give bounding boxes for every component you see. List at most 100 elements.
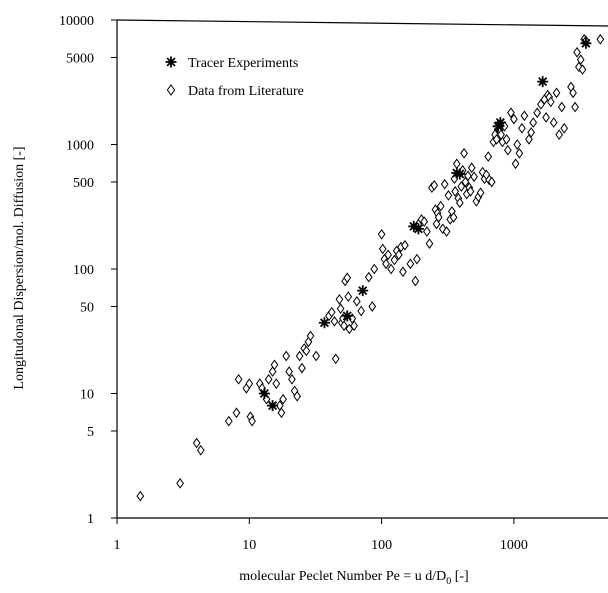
diamond-point bbox=[502, 133, 511, 145]
diamond-point bbox=[546, 96, 555, 108]
diamond-point bbox=[377, 228, 386, 240]
diamond-point bbox=[176, 477, 184, 489]
asterisk-point bbox=[357, 285, 369, 297]
diamond-point bbox=[542, 112, 550, 123]
diamond-point bbox=[327, 306, 336, 318]
asterisk-point bbox=[258, 388, 270, 399]
y-tick-label: 1000 bbox=[66, 139, 94, 154]
diamond-point bbox=[331, 353, 340, 365]
y-tick-label: 1 bbox=[87, 512, 94, 527]
diamond-point bbox=[306, 330, 315, 342]
diamond-point bbox=[470, 171, 478, 183]
asterisk-point bbox=[580, 37, 592, 49]
diamond-point bbox=[192, 437, 201, 449]
diamond-point bbox=[312, 350, 320, 362]
diamond-point bbox=[420, 216, 429, 228]
diamond-point bbox=[232, 407, 241, 419]
diamond-point bbox=[387, 263, 395, 275]
diamond-point bbox=[576, 54, 585, 66]
diamond-point bbox=[569, 87, 577, 99]
asterisk-point bbox=[408, 220, 420, 232]
asterisk-point bbox=[454, 168, 466, 180]
y-tick-label: 10 bbox=[80, 388, 94, 403]
x-tick-label: 1000 bbox=[500, 538, 528, 553]
diamond-point bbox=[434, 211, 443, 223]
y-tick-label: 5000 bbox=[66, 51, 94, 66]
x-tick-label: 10 bbox=[242, 538, 256, 553]
diamond-point bbox=[573, 46, 581, 58]
asterisk-point bbox=[451, 167, 463, 179]
diamond-point bbox=[451, 186, 460, 197]
diamond-point bbox=[492, 133, 501, 145]
diamond-point bbox=[484, 151, 493, 162]
diamond-point bbox=[336, 303, 345, 315]
legend-label-tracer: Tracer Experiments bbox=[188, 56, 298, 71]
diamond-point bbox=[466, 186, 475, 197]
x-axis-title: molecular Peclet Number Pe = u d/D0 [-] bbox=[239, 569, 468, 587]
y-tick-label: 10000 bbox=[59, 14, 94, 29]
diamond-point bbox=[368, 301, 377, 312]
x-tick-label: 100 bbox=[371, 538, 392, 553]
diamond-point bbox=[357, 305, 365, 317]
diamond-point bbox=[390, 254, 399, 266]
diamond-point bbox=[430, 179, 439, 191]
diamond-point bbox=[511, 158, 520, 170]
asterisk-point bbox=[537, 76, 549, 88]
asterisk-point bbox=[341, 310, 353, 322]
diamond-point bbox=[457, 181, 466, 192]
diamond-point bbox=[196, 444, 205, 456]
diamond-point bbox=[264, 373, 273, 385]
diamond-point bbox=[487, 176, 496, 188]
diamond-point bbox=[277, 407, 286, 419]
diamond-point bbox=[440, 178, 449, 190]
diamond-point bbox=[352, 295, 361, 307]
diamond-point bbox=[344, 291, 353, 302]
diamond-point bbox=[382, 258, 390, 270]
diamond-point bbox=[533, 107, 542, 119]
diamond-point bbox=[560, 122, 569, 134]
diamond-point bbox=[401, 239, 409, 251]
diamond-point bbox=[293, 390, 302, 402]
asterisk-point bbox=[165, 56, 177, 68]
top-frame-line bbox=[116, 19, 608, 27]
diamond-point bbox=[302, 345, 311, 357]
diamond-point bbox=[399, 266, 407, 278]
asterisk-point bbox=[492, 120, 504, 132]
diamond-point bbox=[224, 415, 233, 427]
diamond-point bbox=[552, 87, 561, 99]
diamond-point bbox=[248, 415, 256, 427]
diamond-point bbox=[285, 366, 293, 377]
diamond-point bbox=[234, 373, 243, 385]
x-axis-title-tail: [-] bbox=[451, 569, 469, 584]
y-tick-label: 100 bbox=[73, 263, 94, 278]
x-axis: 1 10 100 1000 bbox=[114, 518, 528, 553]
y-tick-label: 5 bbox=[87, 425, 94, 440]
diamond-point bbox=[272, 378, 281, 389]
diamond-point bbox=[515, 147, 524, 159]
diamond-point bbox=[555, 129, 564, 140]
legend-label-literature: Data from Literature bbox=[188, 84, 304, 99]
diamond-point bbox=[413, 253, 421, 265]
x-axis-title-main: molecular Peclet Number Pe = u d/D bbox=[239, 569, 446, 584]
diamond-point bbox=[513, 139, 522, 150]
diamond-point bbox=[518, 122, 526, 134]
asterisk-point bbox=[318, 317, 330, 329]
diamond-point bbox=[436, 200, 445, 212]
diamond-point bbox=[335, 294, 344, 305]
diamond-point bbox=[449, 211, 458, 223]
diamond-point bbox=[525, 133, 533, 145]
diamond-point bbox=[549, 117, 558, 128]
diamond-point bbox=[384, 249, 392, 261]
diamond-point bbox=[520, 110, 529, 122]
diamond-point bbox=[298, 362, 306, 374]
diamond-point bbox=[245, 378, 254, 389]
diamond-point bbox=[444, 190, 453, 201]
diamond-point bbox=[423, 226, 431, 237]
diamond-point bbox=[394, 249, 403, 261]
diamond-point bbox=[503, 144, 512, 156]
y-axis: 1 5 10 50 100 500 1000 5000 10000 bbox=[59, 14, 117, 527]
diamond-point bbox=[455, 197, 464, 209]
diamond-point bbox=[476, 187, 485, 199]
asterisk-point bbox=[494, 117, 506, 129]
